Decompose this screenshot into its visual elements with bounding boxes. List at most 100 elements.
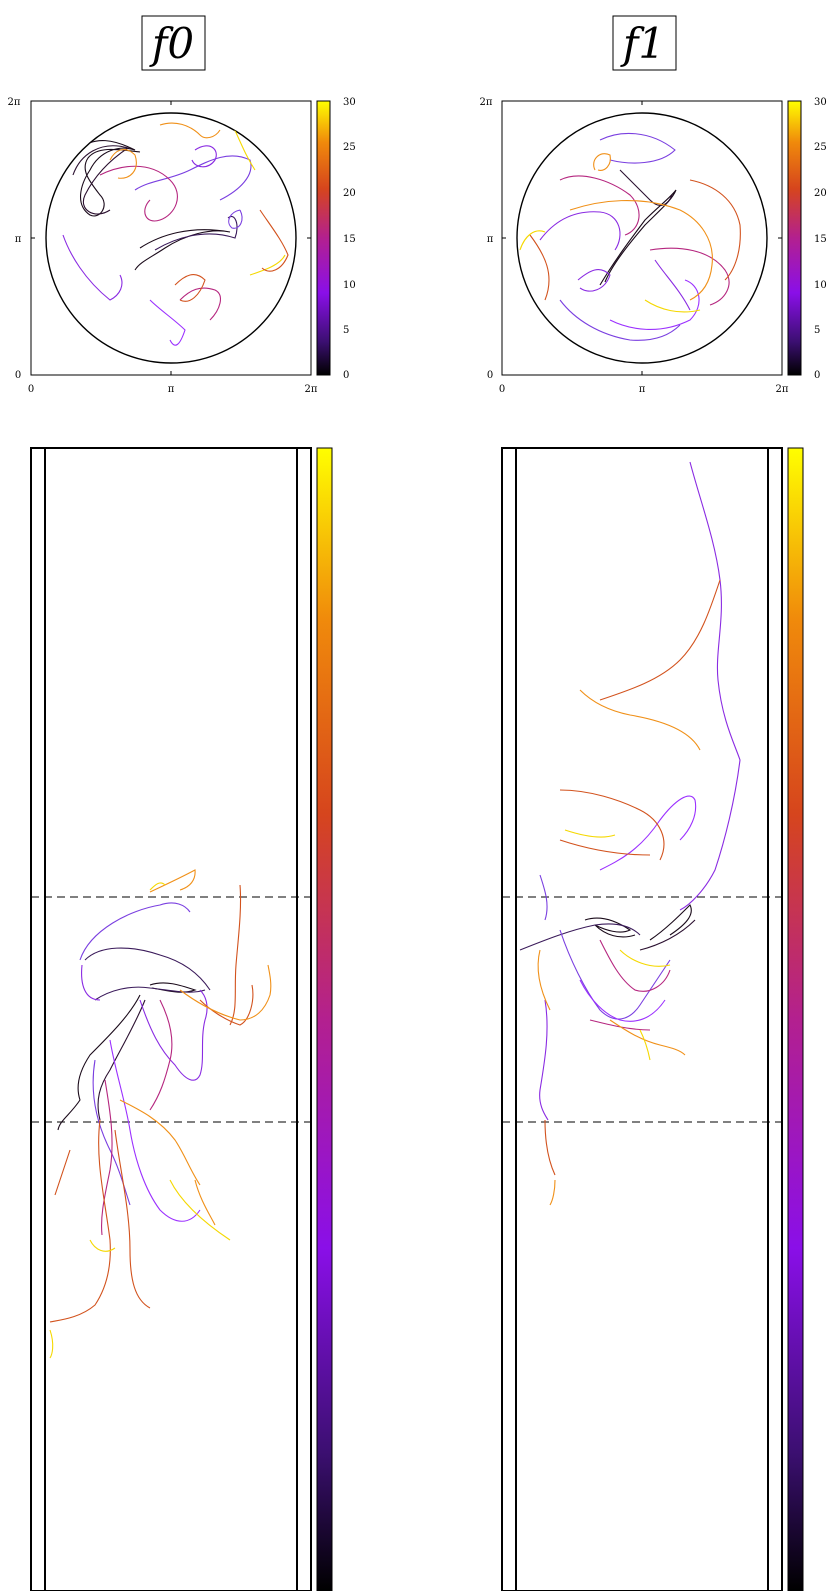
side-view-f1 [501, 447, 783, 1591]
trajectory [539, 211, 621, 251]
colorbar-tick-label: 0 [814, 370, 820, 381]
colorbar-tick-label: 10 [814, 280, 827, 291]
trajectory [191, 145, 217, 168]
colorbar-fill [787, 447, 804, 1591]
trajectory [649, 247, 730, 306]
trajectory [539, 874, 548, 921]
trajectories-f0-side [49, 869, 272, 1359]
trajectory [77, 139, 141, 217]
trajectories-f1-side [519, 461, 741, 1206]
trajectory [589, 1019, 651, 1031]
trajectory [114, 1129, 151, 1309]
colorbar-tick-label: 10 [343, 280, 356, 291]
trajectory [149, 299, 186, 346]
title-box-f1 [612, 15, 677, 71]
tick-label-y-pi: π [15, 234, 22, 245]
trajectory [149, 882, 166, 891]
colorbar-f1-bottom [787, 447, 804, 1591]
trajectory [519, 923, 641, 951]
tick-label-x-0: 0 [28, 384, 34, 395]
colorbar-tick-label: 25 [814, 142, 827, 153]
trajectory [99, 165, 178, 222]
tick-label-x-2pi: 2π [305, 384, 318, 395]
trajectory [49, 1119, 111, 1323]
trajectory [134, 229, 231, 271]
trajectory [229, 119, 256, 171]
colorbar-f0-bottom [316, 447, 333, 1591]
colorbar-tick-label: 20 [343, 188, 356, 199]
trajectory [109, 1039, 201, 1222]
trajectory [544, 1119, 556, 1176]
trajectory [229, 884, 242, 1026]
colorbar-fill [316, 447, 333, 1591]
colorbar-fill [787, 100, 802, 376]
trajectory [149, 869, 196, 893]
trajectories-f1-cross [519, 132, 741, 341]
trajectory [134, 155, 252, 201]
tick-label-y-2pi: 2π [480, 97, 493, 108]
colorbar-tick-label: 5 [343, 325, 349, 336]
trajectory [639, 919, 696, 951]
pipe-outer-wall [30, 447, 312, 1591]
trajectory [599, 795, 697, 871]
trajectory [649, 904, 692, 941]
trajectory [228, 209, 243, 229]
colorbar-tick-label: 15 [343, 234, 356, 245]
trajectory [81, 964, 101, 1001]
colorbar-tick-label: 30 [343, 97, 356, 108]
trajectory [609, 279, 700, 330]
colorbar-f0-top: 30 25 20 15 10 5 0 [316, 97, 356, 381]
trajectory [89, 1239, 116, 1252]
trajectory [519, 230, 546, 251]
trajectory [259, 209, 289, 272]
trajectory [559, 175, 640, 236]
trajectory [57, 994, 141, 1131]
trajectory [644, 299, 701, 313]
plot-frame-f0 [30, 100, 312, 376]
colorbar-tick-label: 30 [814, 97, 827, 108]
trajectory [579, 689, 701, 751]
trajectory [654, 259, 691, 311]
trajectory [639, 1029, 651, 1061]
cross-section-f0: 0 π 2π 0 π 2π [8, 97, 318, 395]
trajectory [199, 984, 254, 1026]
trajectory [101, 1079, 113, 1236]
trajectory [92, 1059, 131, 1206]
title-f0: f0 [149, 19, 194, 68]
trajectory [159, 122, 221, 139]
colorbar-fill [316, 100, 331, 376]
trajectory [579, 979, 666, 1022]
colorbar-tick-label: 15 [814, 234, 827, 245]
colorbar-tick-label: 20 [814, 188, 827, 199]
tick-label-y-2pi: 2π [8, 97, 21, 108]
pipe-wall-circle [45, 112, 297, 364]
trajectory [154, 216, 238, 251]
colorbar-f1-top: 30 25 20 15 10 5 0 [787, 97, 827, 381]
trajectory [97, 999, 146, 1121]
trajectory [599, 189, 677, 286]
trajectory [679, 461, 741, 911]
trajectory [72, 145, 130, 215]
trajectory [54, 1149, 71, 1196]
trajectory [559, 839, 651, 856]
trajectory [619, 169, 673, 206]
trajectory [174, 274, 206, 302]
trajectory [109, 149, 137, 179]
trajectory [569, 199, 713, 301]
trajectory [549, 1179, 556, 1206]
trajectory [149, 999, 173, 1111]
colorbar-tick-label: 0 [343, 370, 349, 381]
pipe-outer-wall [501, 447, 783, 1591]
tick-label-x-2pi: 2π [776, 384, 789, 395]
trajectory [49, 1329, 54, 1359]
trajectory [584, 917, 636, 938]
trajectory [577, 269, 611, 292]
pipe-wall-circle [516, 112, 768, 364]
tick-label-x-pi: π [168, 384, 175, 395]
tick-label-y-0: 0 [487, 370, 493, 381]
trajectory [179, 964, 272, 1021]
trajectory [539, 999, 549, 1121]
trajectory [599, 579, 721, 701]
trajectory [689, 179, 741, 281]
